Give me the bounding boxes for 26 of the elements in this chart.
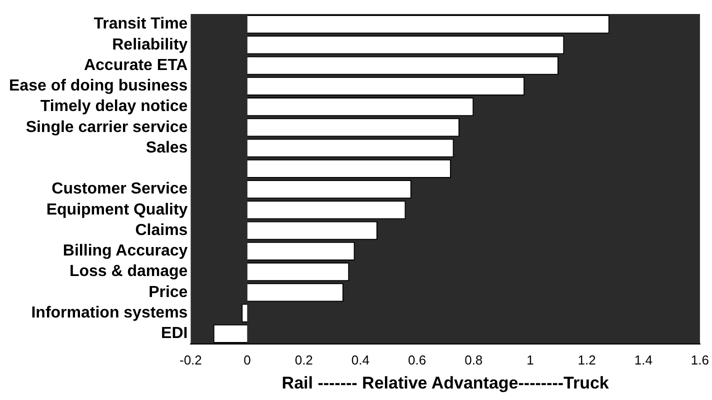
y-tick-label: Claims bbox=[135, 222, 188, 239]
y-tick-label: Information systems bbox=[31, 304, 188, 322]
x-tick-label: 1.2 bbox=[578, 352, 596, 368]
x-axis-title: Rail ------- Relative Advantage--------Truck bbox=[282, 373, 610, 392]
x-tick-label: 0.6 bbox=[408, 352, 426, 368]
x-tick-label: 1.4 bbox=[634, 352, 652, 368]
y-tick-label: Timely delay notice bbox=[40, 98, 188, 116]
y-tick-label: Loss & damage bbox=[69, 263, 188, 280]
y-tick-label: Billing Accuracy bbox=[62, 242, 188, 260]
y-tick-label: Price bbox=[148, 284, 188, 301]
x-tick-label: 0 bbox=[244, 352, 251, 368]
x-tick-label: 0.8 bbox=[464, 352, 483, 368]
x-tick-label: 1 bbox=[526, 352, 534, 368]
y-tick-label: Transit Time bbox=[94, 16, 188, 33]
y-tick-label: Single carrier service bbox=[26, 118, 188, 136]
y-tick-label: Equipment Quality bbox=[46, 201, 188, 218]
y-tick-label: Customer Service bbox=[52, 180, 188, 198]
y-tick-label: Accurate ETA bbox=[84, 56, 188, 74]
y-tick-label: Reliability bbox=[112, 36, 188, 54]
x-tick-label: -0.2 bbox=[180, 352, 202, 368]
x-tick-label: 0.2 bbox=[294, 352, 313, 368]
x-tick-label: 0.4 bbox=[351, 352, 370, 368]
y-tick-label: Sales bbox=[146, 139, 188, 156]
x-tick-label: 1.6 bbox=[690, 352, 710, 368]
y-tick-label: EDI bbox=[161, 325, 188, 342]
y-tick-label: Ease of doing business bbox=[9, 78, 188, 95]
